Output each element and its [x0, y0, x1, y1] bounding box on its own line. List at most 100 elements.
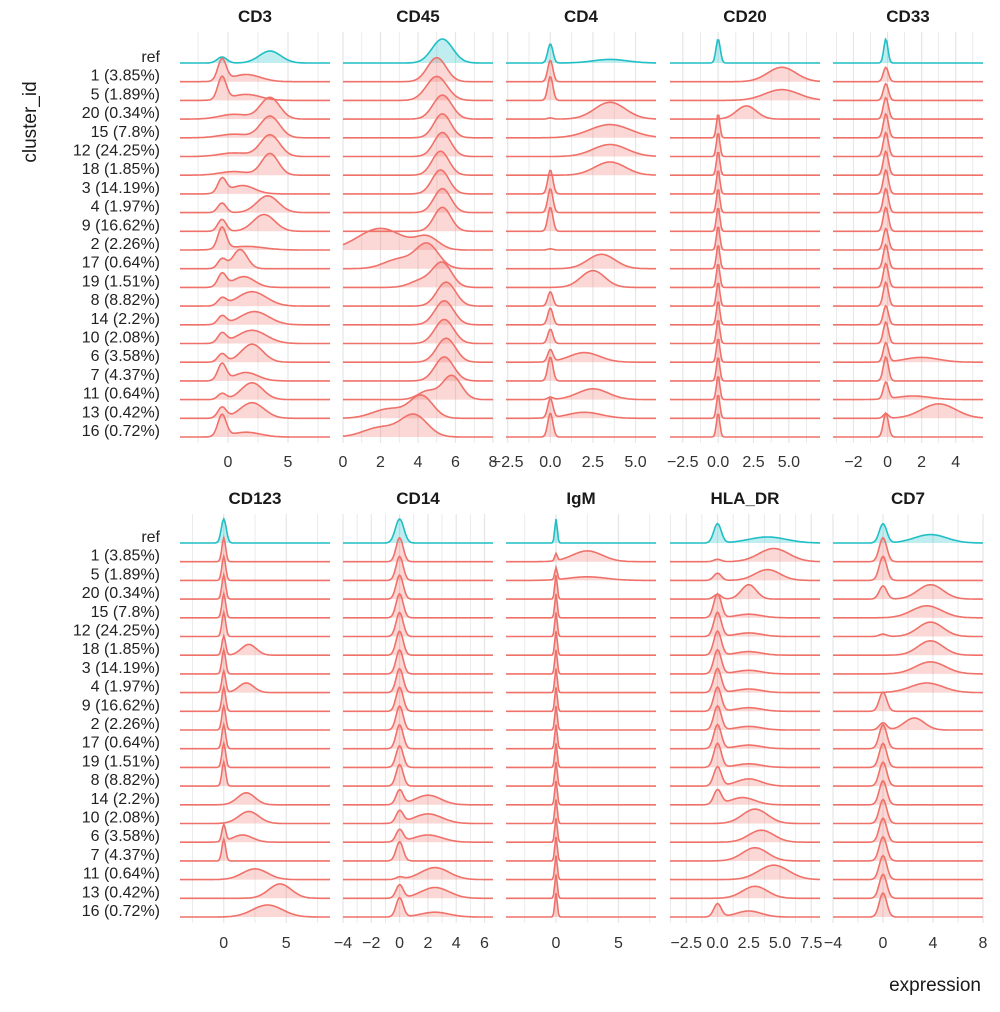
- ridge-line-cluster: [833, 536, 983, 563]
- x-tick-label: 5: [284, 454, 293, 471]
- ridge-area: [506, 388, 656, 400]
- x-tick-label: 0: [552, 935, 561, 952]
- ridge-area: [506, 687, 656, 712]
- ridge-line-cluster: [180, 668, 330, 694]
- ridge-line-cluster: [506, 206, 656, 233]
- y-axis-title: cluster_id: [20, 81, 41, 162]
- ridge-line-cluster: [670, 357, 820, 382]
- ridge-area: [343, 829, 493, 843]
- ridge-line-cluster: [180, 362, 330, 382]
- panel-cd20: CD20 −2.5 0.0 2.5 5.0: [667, 7, 821, 471]
- ridge-area: [180, 414, 330, 437]
- ridge-line-cluster: [343, 611, 493, 638]
- ridge-line-cluster: [670, 808, 820, 825]
- panel-title: CD3: [238, 7, 272, 26]
- ridge-area: [506, 124, 656, 138]
- ridge-line-cluster: [180, 226, 330, 251]
- ridge-area: [343, 789, 493, 805]
- ridge-area: [180, 811, 330, 824]
- ridge-line-cluster: [670, 114, 820, 139]
- row-label: 1 (3.85%): [91, 68, 160, 85]
- ridge-line-cluster: [343, 555, 493, 582]
- ridge-line-cluster: [180, 115, 330, 139]
- ridge-line-cluster: [670, 547, 820, 563]
- ridge-area: [506, 162, 656, 176]
- row-label: 4 (1.97%): [91, 199, 160, 216]
- ridge-area: [180, 291, 330, 307]
- ridge-area: [343, 95, 493, 120]
- row-label: 17 (0.64%): [82, 255, 160, 272]
- ridge-area: [180, 272, 330, 288]
- ridge-area: [506, 668, 656, 693]
- ridge-area: [506, 743, 656, 768]
- ridge-area: [670, 40, 820, 63]
- row-label: 16 (0.72%): [82, 903, 160, 920]
- ridge-line-cluster: [506, 836, 656, 862]
- ridge-area: [670, 830, 820, 843]
- x-tick-label: 0.0: [706, 935, 728, 952]
- ridge-line-cluster: [833, 168, 983, 195]
- ridge-line-cluster: [343, 840, 493, 862]
- ridge-area: [670, 548, 820, 562]
- row-label: 2 (2.26%): [91, 716, 160, 733]
- x-tick-label: −4: [334, 935, 352, 952]
- x-tick-label: −2.5: [670, 935, 702, 952]
- ridge-area: [833, 170, 983, 194]
- ridge-line-cluster: [670, 226, 820, 251]
- ridge-line-cluster: [670, 105, 820, 120]
- ridge-area: [343, 300, 493, 325]
- ridge-line-cluster: [180, 590, 330, 619]
- ridge-line-cluster: [343, 536, 493, 563]
- ridge-line-cluster: [506, 631, 656, 656]
- ridge-line-cluster: [833, 280, 983, 307]
- ridge-line-cluster: [833, 723, 983, 750]
- ridge-area: [506, 519, 656, 543]
- ridge-line-cluster: [343, 592, 493, 619]
- ridge-area: [833, 151, 983, 176]
- ridge-area: [180, 363, 330, 381]
- x-tick-label: −2: [362, 935, 380, 952]
- ridge-area: [180, 134, 330, 157]
- ridge-line-cluster: [833, 262, 983, 289]
- ridge-line-ref: [670, 522, 820, 544]
- x-tick-label: 4: [951, 454, 960, 471]
- ridge-line-cluster: [180, 758, 330, 787]
- ridge-line-cluster: [833, 639, 983, 656]
- ridge-line-cluster: [670, 338, 820, 363]
- row-label: 4 (1.97%): [91, 679, 160, 696]
- ridge-line-cluster: [343, 374, 493, 401]
- ridge-line-cluster: [180, 75, 330, 102]
- ridge-line-cluster: [343, 169, 493, 195]
- ridge-line-cluster: [180, 553, 330, 582]
- x-tick-label: −2.5: [667, 454, 699, 471]
- row-label: 5 (1.89%): [91, 86, 160, 103]
- ridge-line-cluster: [506, 101, 656, 120]
- ridge-line-cluster: [670, 282, 820, 307]
- row-label: 6 (3.58%): [91, 828, 160, 845]
- x-tick-label: 2.5: [582, 454, 604, 471]
- panel-title: CD14: [396, 489, 440, 508]
- ridge-line-cluster: [833, 355, 983, 382]
- ridge-line-cluster: [670, 264, 820, 289]
- ridge-area: [343, 395, 493, 419]
- panel-title: IgM: [566, 489, 595, 508]
- ridge-line-cluster: [180, 329, 330, 345]
- ridge-area: [833, 67, 983, 82]
- ridge-area: [506, 398, 656, 419]
- ridge-area: [670, 847, 820, 861]
- x-tick-label: 5: [282, 935, 291, 952]
- panel-igm: IgM 0 5: [506, 489, 656, 952]
- ridge-line-cluster: [180, 867, 330, 881]
- ridge-line-cluster: [670, 742, 820, 769]
- ridge-line-cluster: [343, 896, 493, 918]
- ridge-line-cluster: [180, 194, 330, 214]
- ridge-area: [506, 593, 656, 618]
- ridge-area: [180, 883, 330, 899]
- ridge-line-cluster: [180, 176, 330, 195]
- ridge-line-cluster: [180, 382, 330, 401]
- panel-title: CD33: [886, 7, 929, 26]
- ridge-line-cluster: [670, 592, 820, 619]
- ridge-line-cluster: [833, 187, 983, 214]
- ridge-area: [833, 207, 983, 232]
- x-axis-title: expression: [889, 975, 981, 996]
